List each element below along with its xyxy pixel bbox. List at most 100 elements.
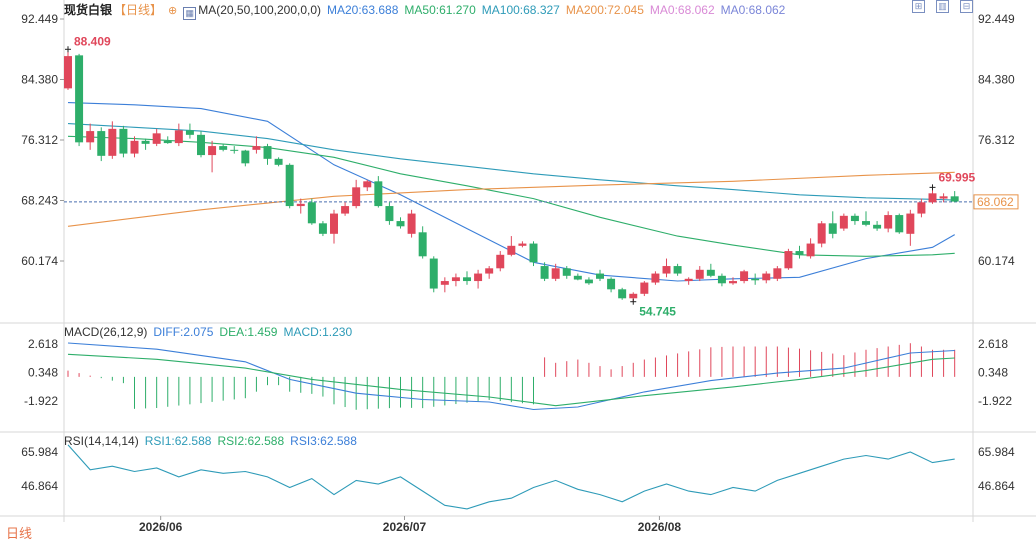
rsi-tick-left: 65.984 bbox=[21, 445, 58, 459]
candle-body bbox=[640, 282, 649, 294]
candle-body bbox=[219, 146, 228, 150]
candle-body bbox=[784, 251, 793, 269]
candle-body bbox=[108, 128, 117, 156]
ma-indicator-label: MA(20,50,100,200,0,0) bbox=[198, 3, 321, 17]
ma-values: MA20:63.688 MA50:61.270 MA100:68.327 MA200:… bbox=[327, 3, 791, 17]
candle-body bbox=[119, 128, 128, 154]
ma-value-0: MA20:63.688 bbox=[327, 3, 399, 17]
macd-label: MACD(26,12,9) bbox=[64, 325, 148, 339]
candle-body bbox=[873, 224, 882, 229]
current-price-tag: 68.062 bbox=[977, 195, 1014, 209]
macd-tick-right: 0.348 bbox=[978, 366, 1008, 380]
candle-body bbox=[828, 223, 837, 234]
y-tick-label-right: 60.174 bbox=[978, 254, 1015, 268]
ma-line-ma200 bbox=[67, 171, 955, 227]
zoom-in-icon[interactable]: ⊞ bbox=[912, 0, 925, 13]
candle-body bbox=[551, 268, 560, 279]
candle-body bbox=[928, 193, 937, 203]
candle-body bbox=[518, 243, 527, 246]
candle-body bbox=[740, 271, 749, 282]
y-tick-label-left: 76.312 bbox=[21, 133, 58, 147]
candle-body bbox=[629, 293, 638, 299]
candle-body bbox=[607, 278, 616, 290]
candle-body bbox=[75, 55, 84, 143]
macd-tick-left: -1.922 bbox=[24, 394, 58, 408]
instrument-title: 现货白银 bbox=[64, 3, 113, 17]
candle-body bbox=[762, 273, 771, 281]
candle-body bbox=[330, 213, 338, 234]
candle-body bbox=[817, 223, 826, 244]
rsi-values: RSI1:62.588 RSI2:62.588 RSI3:62.588 bbox=[145, 434, 363, 448]
current-price-tag-box bbox=[973, 194, 1019, 210]
macd-value-2: MACD:1.230 bbox=[283, 325, 353, 339]
candle-body bbox=[729, 281, 737, 284]
ma-value-3: MA200:72.045 bbox=[565, 3, 644, 17]
candle-body bbox=[163, 140, 172, 144]
macd-tick-left: 2.618 bbox=[28, 337, 58, 351]
candle-body bbox=[263, 146, 272, 159]
rsi-tick-right: 46.864 bbox=[978, 479, 1015, 493]
x-axis-label: 2026/06 bbox=[139, 520, 183, 534]
rsi-value-1: RSI2:62.588 bbox=[217, 434, 285, 448]
candle-body bbox=[862, 221, 870, 225]
candle-body bbox=[407, 213, 416, 234]
candle-body bbox=[97, 131, 106, 156]
candle-body bbox=[884, 215, 893, 229]
candle-body bbox=[451, 277, 460, 282]
candle-body bbox=[651, 273, 660, 283]
macd-value-0: DIFF:2.075 bbox=[153, 325, 214, 339]
candle-body bbox=[496, 254, 505, 269]
y-tick-label-left: 92.449 bbox=[21, 12, 58, 26]
candle-body bbox=[318, 223, 327, 234]
candle-body bbox=[285, 164, 294, 207]
settings-icon[interactable]: ⊕ bbox=[168, 5, 178, 17]
ma-value-4: MA0:68.062 bbox=[649, 3, 715, 17]
y-tick-label-left: 84.380 bbox=[21, 73, 58, 87]
candle-body bbox=[673, 266, 682, 274]
candle-body bbox=[573, 275, 582, 280]
rsi-line bbox=[67, 444, 955, 510]
period-label[interactable]: 【日线】 bbox=[114, 3, 163, 17]
candle-body bbox=[241, 150, 250, 164]
candle-body bbox=[341, 206, 350, 214]
indicator-toggle-icon[interactable]: ▦ bbox=[183, 7, 197, 20]
candle-body bbox=[684, 278, 693, 282]
fullscreen-icon[interactable]: ⊟ bbox=[960, 0, 973, 13]
rsi-label: RSI(14,14,14) bbox=[64, 434, 139, 448]
y-tick-label-left: 60.174 bbox=[21, 254, 58, 268]
candle-body bbox=[197, 134, 205, 156]
ma-value-2: MA100:68.327 bbox=[481, 3, 560, 17]
macd-values: DIFF:2.075 DEA:1.459 MACD:1.230 bbox=[153, 325, 358, 339]
candle-body bbox=[839, 215, 848, 229]
candle-body bbox=[906, 213, 915, 234]
macd-tick-right: -1.922 bbox=[978, 394, 1012, 408]
x-axis-label: 2026/07 bbox=[383, 520, 427, 534]
x-axis-label: 2026/08 bbox=[638, 520, 682, 534]
candle-body bbox=[130, 140, 139, 154]
candle-body bbox=[939, 196, 948, 199]
ma-line-ma100 bbox=[67, 123, 955, 201]
macd-value-1: DEA:1.459 bbox=[219, 325, 278, 339]
candle-body bbox=[706, 269, 715, 276]
candle-body bbox=[296, 203, 305, 207]
rsi-tick-left: 46.864 bbox=[21, 479, 58, 493]
candle-body bbox=[396, 221, 405, 227]
candle-body bbox=[174, 130, 183, 144]
ma-value-1: MA50:61.270 bbox=[404, 3, 476, 17]
last-high-annotation: 69.995 bbox=[939, 170, 976, 184]
y-tick-label-right: 84.380 bbox=[978, 73, 1015, 87]
candle-body bbox=[562, 268, 571, 276]
period-tab-daily[interactable]: 日线 bbox=[6, 526, 33, 541]
candle-body bbox=[185, 130, 194, 135]
rsi-legend: RSI(14,14,14) RSI1:62.588 RSI2:62.588 RSI3:… bbox=[64, 434, 369, 448]
candle-body bbox=[230, 149, 239, 151]
candle-body bbox=[274, 158, 283, 165]
candle-body bbox=[950, 196, 959, 202]
candle-body bbox=[806, 243, 815, 257]
candle-body bbox=[695, 269, 704, 279]
chart-type-icon[interactable]: ▥ bbox=[936, 0, 949, 13]
candle-body bbox=[374, 181, 383, 207]
macd-line-dea bbox=[67, 353, 955, 407]
